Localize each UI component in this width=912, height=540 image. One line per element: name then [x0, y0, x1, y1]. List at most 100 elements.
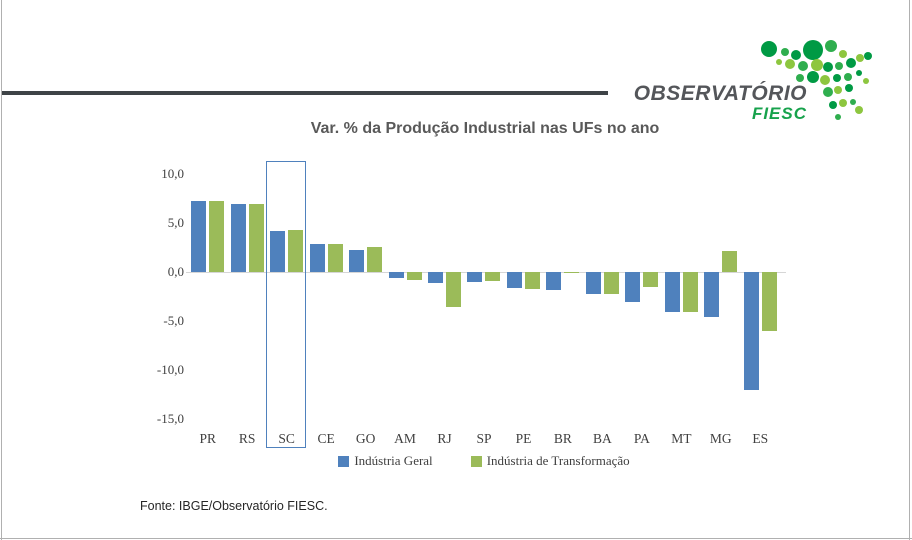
x-axis-label-BA: BA: [593, 431, 612, 446]
bar-BR-industria-transformacao: [564, 272, 580, 273]
logo-dot: [833, 74, 841, 82]
bar-BA-industria-transformacao: [603, 272, 619, 295]
bar-PA-industria-geral: [625, 272, 641, 303]
logo-dot: [798, 61, 808, 71]
bar-MT-industria-geral: [664, 272, 680, 313]
legend-item-industria-geral: Indústria Geral: [338, 453, 433, 469]
logo-dot: [839, 50, 847, 58]
bar-MG-industria-transformacao: [722, 251, 738, 272]
logo-dot: [846, 58, 856, 68]
bar-GO-industria-geral: [349, 249, 365, 272]
bar-AM-industria-geral: [388, 272, 404, 278]
bar-PA-industria-transformacao: [643, 272, 659, 287]
bar-SP-industria-geral: [467, 272, 483, 282]
x-axis-label-AM: AM: [394, 431, 416, 446]
bar-CE-industria-transformacao: [327, 243, 343, 272]
logo-dot: [823, 87, 833, 97]
source-note: Fonte: IBGE/Observatório FIESC.: [140, 499, 328, 513]
x-axis-label-SP: SP: [476, 431, 492, 446]
logo-dot: [855, 106, 863, 114]
legend-item-industria-transformacao: Indústria de Transformação: [470, 453, 630, 469]
bar-group-AM: AM: [385, 163, 424, 446]
bar-BA-industria-geral: [585, 272, 601, 294]
logo-fiesc-label: FIESC: [751, 104, 807, 124]
highlight-box-SC: [266, 161, 307, 448]
logo-dot: [829, 101, 837, 109]
logo-dot: [803, 40, 823, 60]
logo-dot: [825, 40, 837, 52]
logo-dot: [856, 70, 862, 76]
logo-dot: [863, 78, 869, 84]
bar-group-MG: MG: [701, 163, 740, 446]
x-axis-label-PA: PA: [633, 431, 650, 446]
bar-group-BR: BR: [543, 163, 582, 446]
y-axis-label-5,0: 5,0: [167, 215, 184, 231]
logo-dot: [820, 75, 830, 85]
bar-group-PR: PR: [188, 163, 227, 446]
x-axis-label-MT: MT: [671, 431, 692, 446]
chart-legend: Indústria Geral Indústria de Transformaç…: [188, 453, 780, 469]
bar-group-RS: RS: [227, 163, 266, 446]
bar-PR-industria-geral: [191, 200, 207, 272]
bar-SP-industria-transformacao: [485, 272, 501, 281]
legend-swatch-green-icon: [470, 455, 482, 467]
logo-dot: [761, 41, 777, 57]
logo-wordmark: OBSERVATÓRIO: [633, 82, 807, 105]
x-axis-label-ES: ES: [752, 431, 769, 446]
bar-CE-industria-geral: [309, 243, 325, 272]
y-axis-label--15,0: -15,0: [156, 410, 184, 426]
bar-group-SC: SC: [267, 163, 306, 446]
bar-group-SP: SP: [464, 163, 503, 446]
bar-SC-industria-transformacao: [288, 229, 304, 272]
bar-ES-industria-transformacao: [761, 272, 777, 331]
x-axis-label-PR: PR: [199, 431, 216, 446]
x-axis-label-RJ: RJ: [437, 431, 452, 446]
logo-dot: [856, 54, 864, 62]
bar-GO-industria-transformacao: [367, 246, 383, 272]
page-border-bottom: [0, 538, 912, 539]
x-axis-label-PE: PE: [515, 431, 532, 446]
logo-dot: [835, 114, 841, 120]
y-axis-label--5,0: -5,0: [163, 312, 184, 328]
logo-dot: [864, 52, 872, 60]
x-axis-label-RS: RS: [238, 431, 256, 446]
bar-RS-industria-transformacao: [248, 203, 264, 272]
x-axis-label-SC: SC: [278, 431, 295, 446]
bar-group-RJ: RJ: [425, 163, 464, 446]
plot-area: PR RS SC CE GO AM RJ SP PE BR BA PA MT MG ES: [186, 161, 786, 448]
page-border-right: [909, 0, 910, 540]
logo-dot: [791, 50, 801, 60]
logo-dot: [776, 59, 782, 65]
bar-group-PE: PE: [504, 163, 543, 446]
y-axis-label-0,0: 0,0: [167, 264, 184, 279]
logo-dot: [834, 86, 842, 94]
logo-dot: [844, 73, 852, 81]
bar-RS-industria-geral: [230, 203, 246, 272]
legend-label: Indústria Geral: [354, 453, 433, 468]
bar-MG-industria-geral: [704, 272, 720, 317]
page-border-left: [1, 0, 2, 540]
bar-RJ-industria-geral: [427, 272, 443, 283]
bar-ES-industria-geral: [743, 272, 759, 391]
bar-SC-industria-geral: [270, 230, 286, 272]
logo-dot: [839, 99, 847, 107]
y-axis-label-10,0: 10,0: [161, 166, 184, 182]
bar-AM-industria-transformacao: [406, 272, 422, 280]
observatorio-fiesc-logo: OBSERVATÓRIO FIESC: [633, 82, 807, 124]
logo-dot: [785, 59, 795, 69]
bar-PE-industria-transformacao: [524, 272, 540, 289]
header-rule: [2, 91, 608, 95]
x-axis-label-GO: GO: [355, 431, 376, 446]
bar-PE-industria-geral: [506, 272, 522, 288]
logo-dot: [845, 84, 853, 92]
bar-group-GO: GO: [346, 163, 385, 446]
bar-group-PA: PA: [622, 163, 661, 446]
y-axis-label--10,0: -10,0: [156, 361, 184, 377]
x-axis-label-BR: BR: [553, 431, 572, 446]
logo-dot: [807, 71, 819, 83]
logo-dot: [823, 62, 833, 72]
logo-dot: [811, 59, 823, 71]
legend-label: Indústria de Transformação: [486, 453, 630, 468]
bar-group-ES: ES: [741, 163, 780, 446]
